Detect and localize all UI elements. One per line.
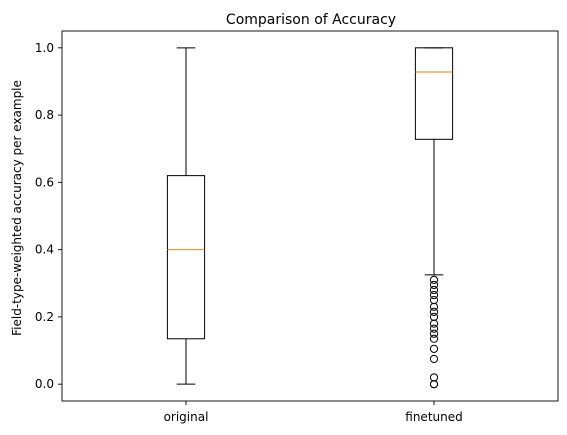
y-tick-label: 1.0	[35, 41, 54, 55]
outlier-point	[429, 275, 439, 285]
box-group-finetuned	[414, 47, 454, 389]
y-tick-label: 0.6	[35, 175, 54, 189]
outlier-point	[429, 307, 439, 316]
x-tick-label: original	[164, 410, 209, 424]
outlier-point	[429, 344, 439, 353]
boxes	[166, 47, 454, 389]
plot-area-frame	[61, 30, 559, 402]
y-axis-label: Field-type-weighted accuracy per example	[10, 80, 24, 336]
outlier-point	[429, 354, 439, 364]
outlier-point	[429, 373, 439, 382]
outlier-point	[429, 329, 439, 338]
outlier-point	[429, 302, 439, 311]
outlier-point	[429, 319, 439, 328]
outlier-point	[429, 290, 439, 300]
outlier-point	[429, 334, 439, 343]
y-tick-label: 0.4	[35, 243, 54, 257]
x-axis: original finetuned	[164, 401, 463, 424]
y-tick-label: 0.2	[35, 310, 54, 324]
y-tick-label: 0.8	[35, 108, 54, 122]
outlier-point	[429, 285, 439, 295]
outlier-point	[429, 295, 439, 305]
box-iqr	[414, 47, 454, 140]
box-iqr	[166, 175, 206, 340]
x-tick-label: finetuned	[405, 410, 462, 424]
outlier-point	[429, 280, 439, 290]
outlier-point	[429, 312, 439, 322]
chart-title: Comparison of Accuracy	[226, 12, 396, 28]
outlier-point	[429, 380, 439, 389]
y-axis: 0.0 0.2 0.4 0.6 0.8 1.0	[35, 41, 62, 391]
y-tick-label: 0.0	[35, 377, 54, 391]
outlier-point	[429, 324, 439, 333]
box-group-original	[166, 47, 206, 385]
